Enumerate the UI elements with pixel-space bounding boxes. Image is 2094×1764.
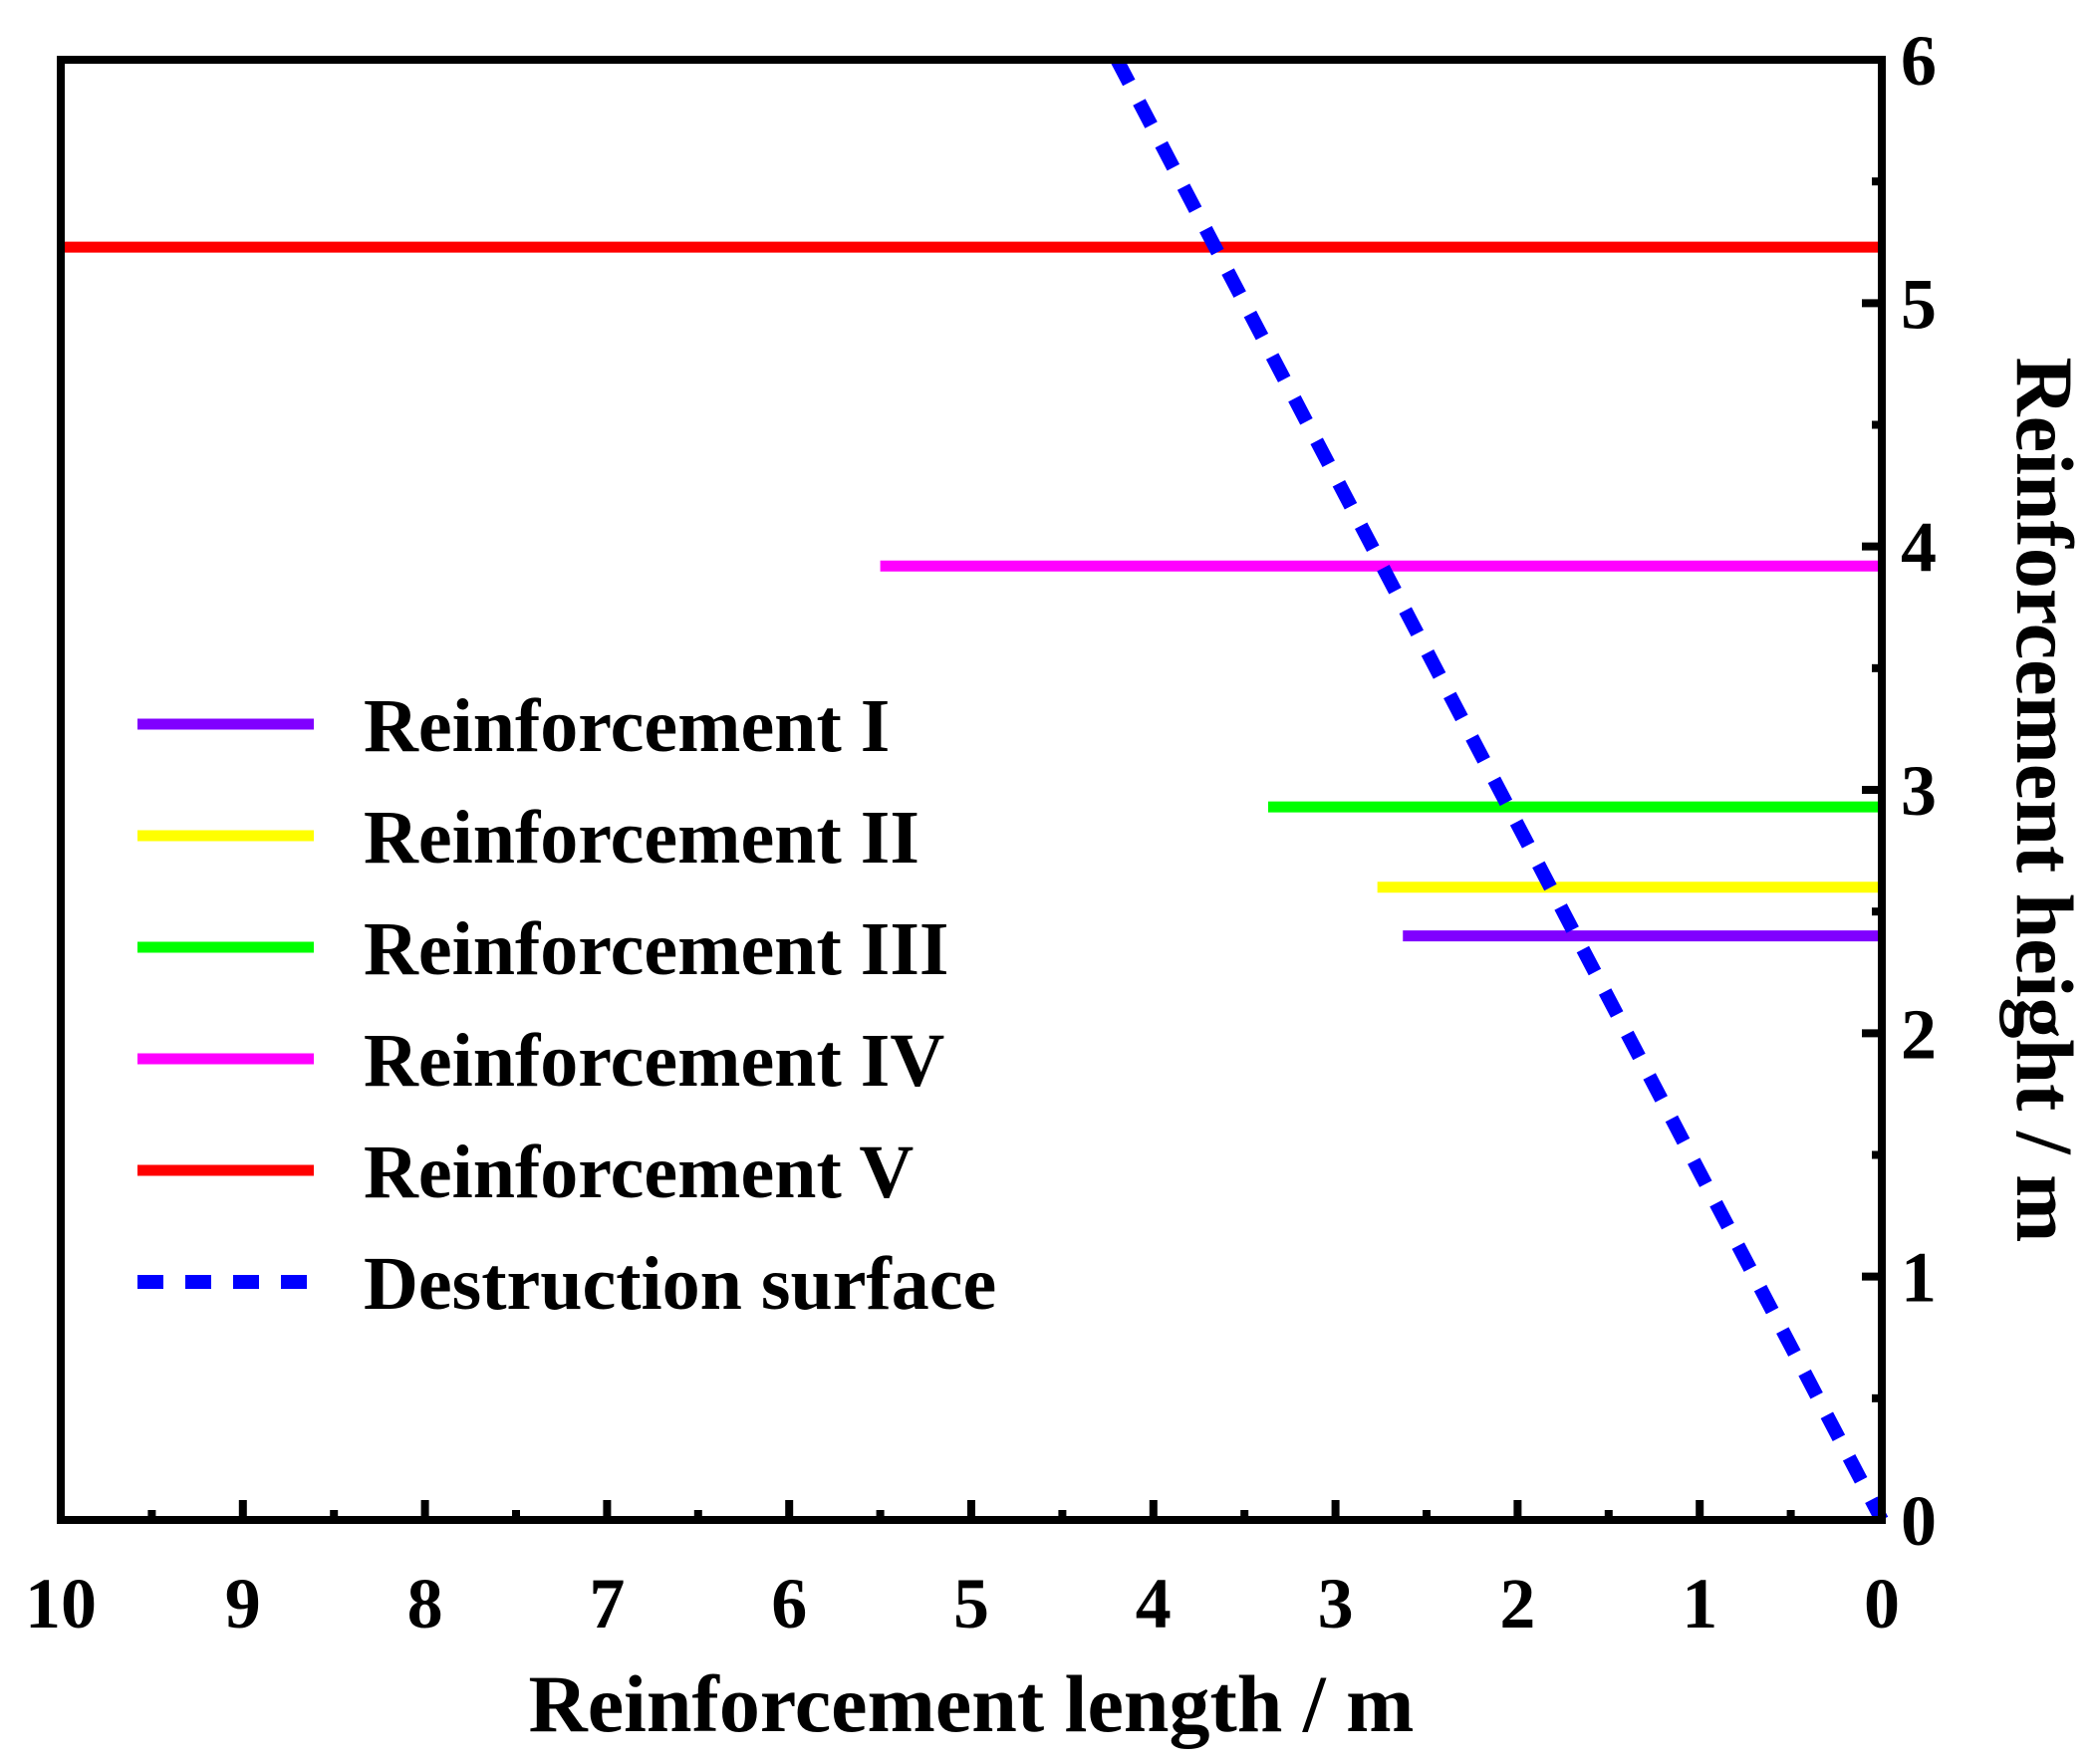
legend-label-2: Reinforcement II [364, 796, 919, 880]
y-tick-label: 0 [1901, 1481, 1937, 1561]
x-tick-label: 1 [1682, 1564, 1717, 1643]
y-tick-label: 3 [1901, 751, 1937, 831]
series-layer [61, 56, 1889, 1524]
x-tick-label: 5 [953, 1564, 989, 1643]
legend-label-6: Destruction surface [364, 1242, 996, 1326]
y-tick-label: 1 [1901, 1238, 1937, 1318]
y-tick-label: 5 [1901, 264, 1937, 344]
legend-label-3: Reinforcement III [364, 907, 948, 991]
legend: Reinforcement I Reinforcement II Reinforce… [137, 684, 996, 1326]
x-axis-title: Reinforcement length / m [529, 1658, 1415, 1749]
legend-label-1: Reinforcement I [364, 684, 890, 768]
legend-label-5: Reinforcement V [364, 1131, 914, 1214]
y-tick-label: 4 [1901, 508, 1937, 588]
x-tick-label: 2 [1499, 1564, 1535, 1643]
x-tick-label: 10 [25, 1564, 97, 1643]
ticks-layer [57, 56, 1886, 1524]
x-tick-label: 3 [1318, 1564, 1354, 1643]
x-tick-label: 6 [771, 1564, 807, 1643]
series-line-6 [1111, 56, 1889, 1524]
legend-label-4: Reinforcement IV [364, 1019, 944, 1103]
y-axis-title: Reinforcement height / m [1999, 358, 2090, 1243]
x-tick-label: 7 [589, 1564, 625, 1643]
x-tick-label: 8 [407, 1564, 443, 1643]
x-tick-label: 9 [225, 1564, 261, 1643]
y-tick-label: 6 [1901, 21, 1937, 101]
y-tick-label: 2 [1901, 994, 1937, 1074]
x-tick-label: 4 [1136, 1564, 1172, 1643]
x-tick-label: 0 [1864, 1564, 1900, 1643]
